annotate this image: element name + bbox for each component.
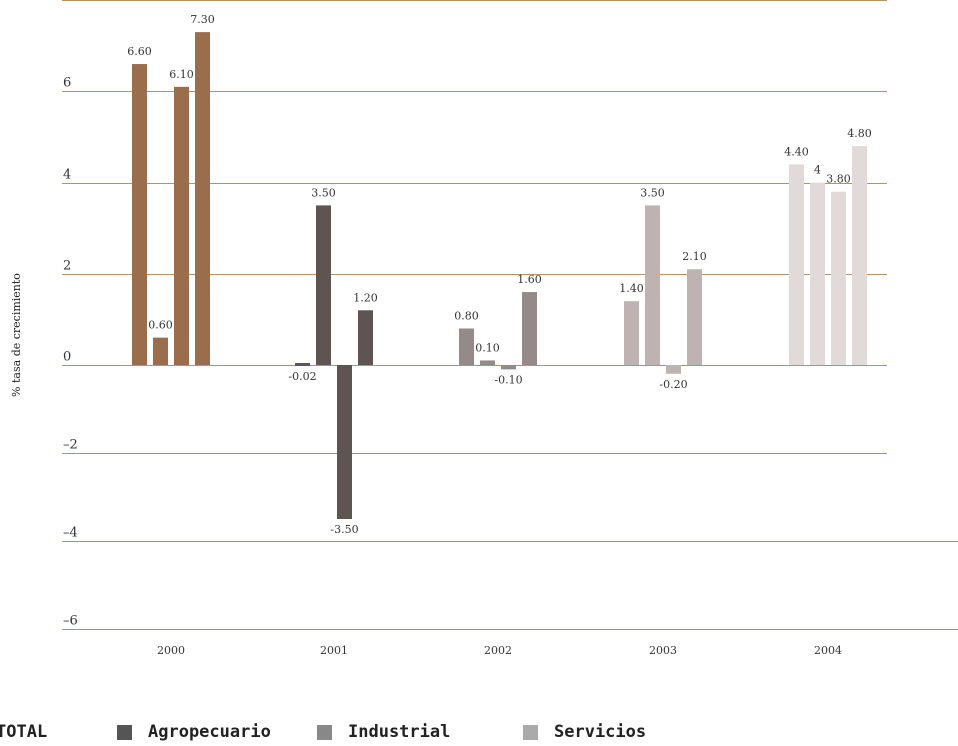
bar <box>480 360 495 365</box>
data-label: 0.80 <box>454 310 479 323</box>
legend-label-industrial: Industrial <box>348 722 451 742</box>
data-label: 1.60 <box>517 273 542 286</box>
y-tick-label: –2 <box>63 438 78 453</box>
y-tick-label: –6 <box>63 614 78 629</box>
legend-label-servicios: Servicios <box>554 722 647 742</box>
bar-chart: 86420–2–4–6 6.600.606.107.30-0.023.50-3.… <box>10 0 958 657</box>
data-labels: 6.60 0.60 6.10 7.30 -0.02 3.50 -3.50 1.20 0.80 0.… <box>127 13 872 536</box>
y-tick-label: –4 <box>63 526 78 541</box>
bar <box>522 292 537 365</box>
x-tick-label: 2003 <box>649 644 677 657</box>
bar <box>789 164 804 365</box>
x-tick-label: 2002 <box>484 644 512 657</box>
bar <box>810 182 825 365</box>
x-tick-labels: 2000 2001 2002 2003 2004 <box>157 644 842 657</box>
legend-item-agropecuario: Agropecuario <box>117 722 271 742</box>
bar <box>195 32 210 366</box>
bar <box>132 64 147 365</box>
legend-swatch-agropecuario <box>117 724 132 740</box>
data-label: 4 <box>814 164 821 177</box>
data-label: 6.60 <box>127 45 152 58</box>
x-tick-label: 2000 <box>157 644 185 657</box>
data-label: 0.60 <box>148 319 173 332</box>
y-tick-label: 6 <box>63 76 71 91</box>
data-label: 6.10 <box>169 68 194 81</box>
bar <box>316 205 331 365</box>
data-label: -0.02 <box>288 370 316 383</box>
legend-item-servicios: Servicios <box>523 722 646 742</box>
data-label: 4.40 <box>784 145 809 158</box>
bar <box>337 365 352 519</box>
data-label: 1.40 <box>619 282 644 295</box>
bars <box>132 32 867 519</box>
y-axis-label: % tasa de crecimiento <box>10 273 23 397</box>
legend-label-agropecuario: Agropecuario <box>148 722 271 742</box>
bar <box>831 191 846 365</box>
data-label: 7.30 <box>190 13 215 26</box>
legend-item-industrial: Industrial <box>317 722 450 742</box>
data-label: -0.20 <box>659 378 687 391</box>
data-label: 3.50 <box>640 186 665 199</box>
data-label: -3.50 <box>330 523 358 536</box>
y-tick-labels: 86420–2–4–6 <box>63 76 78 629</box>
x-tick-label: 2004 <box>814 644 842 657</box>
legend-label-total: TOTAL <box>0 722 48 742</box>
data-label: 0.10 <box>475 341 500 354</box>
legend-swatch-servicios <box>523 724 538 740</box>
bar <box>459 328 474 365</box>
bar <box>295 363 310 366</box>
bar <box>852 146 867 365</box>
bar <box>174 86 189 365</box>
y-tick-label: 2 <box>63 259 71 274</box>
bar <box>666 365 681 374</box>
bar <box>624 301 639 365</box>
data-label: 1.20 <box>353 291 378 304</box>
bar <box>153 337 168 365</box>
data-label: 3.80 <box>826 173 851 186</box>
data-label: 2.10 <box>682 250 707 263</box>
bar <box>501 365 516 370</box>
bar <box>645 205 660 365</box>
x-tick-label: 2001 <box>320 644 348 657</box>
data-label: 4.80 <box>847 127 872 140</box>
legend-swatch-industrial <box>317 724 332 740</box>
legend: TOTAL Agropecuario Industrial Servicios <box>0 722 958 746</box>
data-label: -0.10 <box>494 373 522 386</box>
bar <box>358 310 373 365</box>
bar <box>687 269 702 365</box>
data-label: 3.50 <box>311 186 336 199</box>
legend-item-total: TOTAL <box>0 722 47 742</box>
y-tick-label: 4 <box>63 168 71 183</box>
y-tick-label: 0 <box>63 350 71 365</box>
